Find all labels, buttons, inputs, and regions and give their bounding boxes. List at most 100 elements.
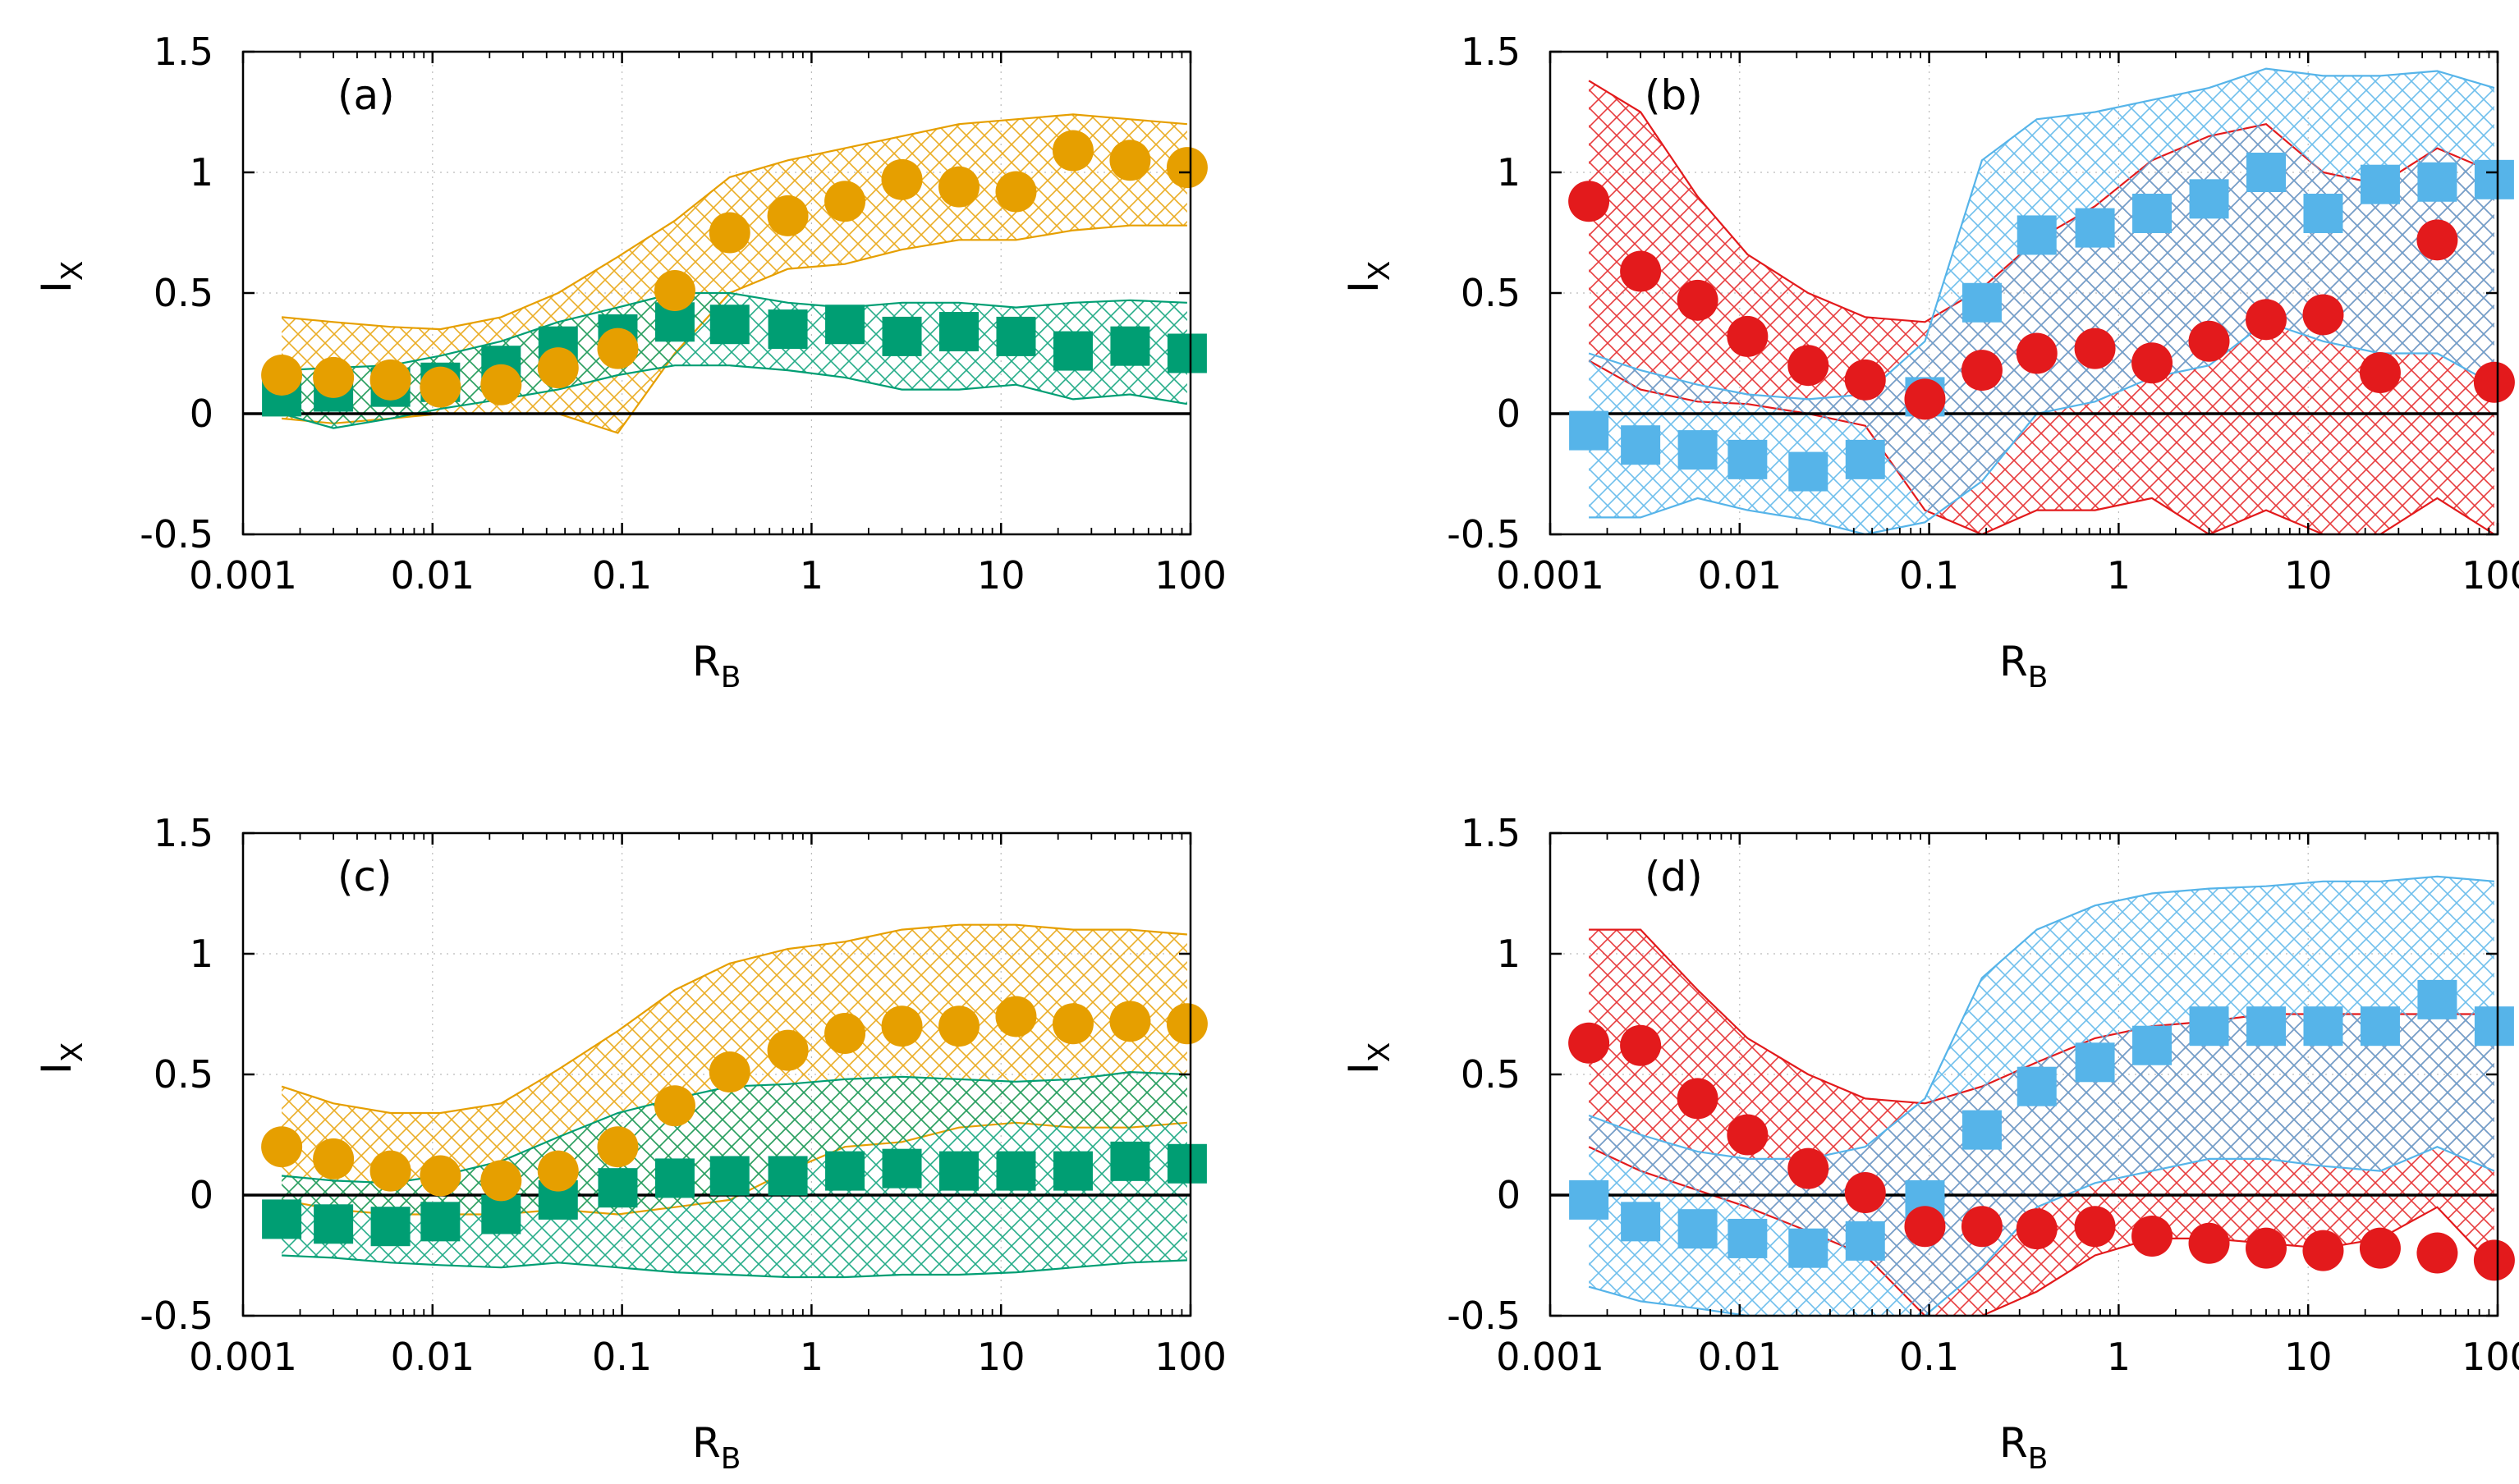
panel-a: 0.001 0.01 0.1 1 10 100 -0.5 0 0.5 1 1.5 (a) RB IX xyxy=(33,30,1227,694)
x-tick-label: 100 xyxy=(1154,1335,1227,1379)
y-tick-label: 1.5 xyxy=(154,30,213,74)
data-point-circle xyxy=(995,171,1037,213)
y-axis-label-main: I xyxy=(33,281,80,293)
data-point-square xyxy=(2189,179,2229,219)
y-axis-label: IX xyxy=(33,261,89,293)
y-tick-label: 1 xyxy=(1497,932,1521,976)
data-point-square xyxy=(825,1151,865,1191)
data-point-circle xyxy=(261,354,303,396)
data-point-circle xyxy=(2245,299,2287,341)
data-point-square xyxy=(2132,193,2173,233)
data-point-square xyxy=(768,1156,808,1196)
y-axis-label-main: I xyxy=(1340,1062,1388,1074)
data-point-circle xyxy=(2245,1227,2287,1269)
x-axis-label-main: R xyxy=(692,1419,721,1467)
data-point-circle xyxy=(1844,359,1886,401)
data-point-square xyxy=(882,1148,922,1189)
data-point-circle xyxy=(2359,1227,2401,1269)
data-point-square xyxy=(2474,159,2514,199)
data-point-circle xyxy=(2473,1239,2515,1281)
data-point-circle xyxy=(709,1051,750,1093)
y-axis-label-sub: X xyxy=(56,1042,89,1063)
bands xyxy=(281,923,1187,1279)
data-point-circle xyxy=(824,181,866,222)
x-tick-label: 10 xyxy=(2284,553,2333,598)
data-point-circle xyxy=(881,1005,923,1047)
x-tick-label: 10 xyxy=(977,553,1025,598)
data-point-circle xyxy=(369,359,411,401)
x-tick-label: 0.1 xyxy=(592,553,652,598)
data-point-circle xyxy=(1052,1003,1094,1045)
data-point-circle xyxy=(1620,250,1662,292)
data-point-circle xyxy=(537,347,579,389)
data-point-circle xyxy=(1961,1206,2003,1248)
data-point-square xyxy=(1569,410,1609,451)
y-tick-label: 0.5 xyxy=(1461,1052,1521,1097)
data-point-square xyxy=(2189,1006,2229,1047)
y-axis-label: IX xyxy=(1340,1042,1397,1074)
x-axis-label: RB xyxy=(692,638,741,694)
data-point-circle xyxy=(2131,1215,2173,1257)
band-upper-line xyxy=(1588,67,2495,401)
y-tick-label: 1.5 xyxy=(1461,30,1521,74)
x-axis-label-sub: B xyxy=(721,661,741,694)
x-axis-label-sub: B xyxy=(2028,1442,2049,1476)
data-point-circle xyxy=(1109,1001,1151,1042)
y-tick-label: -0.5 xyxy=(1447,1294,1521,1338)
band-upper-line xyxy=(281,113,1187,331)
x-axis-label: RB xyxy=(1999,638,2048,694)
data-point-circle xyxy=(2074,1206,2116,1248)
data-point-circle xyxy=(1727,1114,1769,1156)
data-point-square xyxy=(2246,153,2286,192)
data-point-square xyxy=(996,1151,1036,1191)
data-point-square xyxy=(1728,1218,1768,1258)
data-point-square xyxy=(1621,1202,1661,1242)
data-point-square xyxy=(1167,333,1207,373)
data-point-circle xyxy=(480,1160,522,1202)
x-tick-label: 0.001 xyxy=(189,1335,297,1379)
x-tick-label: 0.001 xyxy=(1496,553,1604,598)
data-point-circle xyxy=(1787,1147,1829,1189)
y-axis-label-main: I xyxy=(33,1062,80,1074)
data-point-circle xyxy=(2416,219,2458,261)
data-point-square xyxy=(2417,979,2457,1019)
y-tick-label: 0 xyxy=(1497,1173,1521,1217)
data-point-circle xyxy=(597,327,639,369)
data-point-square xyxy=(2417,162,2457,202)
data-point-square xyxy=(1167,1143,1207,1184)
panel-b: 0.001 0.01 0.1 1 10 100 -0.5 0 0.5 1 1.5 (b) RB IX xyxy=(1340,30,2519,694)
data-point-square xyxy=(2075,208,2115,248)
data-point-circle xyxy=(1677,1078,1718,1120)
data-point-square xyxy=(1845,1221,1885,1261)
data-point-circle xyxy=(995,996,1037,1037)
data-point-circle xyxy=(313,356,355,398)
data-point-square xyxy=(314,1204,354,1244)
data-point-square xyxy=(882,316,922,356)
x-axis-label-main: R xyxy=(1999,1419,2028,1467)
data-point-circle xyxy=(2188,320,2230,362)
x-tick-label: 100 xyxy=(2462,553,2519,598)
y-tick-label: -0.5 xyxy=(140,1294,213,1338)
x-tick-label: 100 xyxy=(1154,553,1227,598)
x-tick-label: 0.1 xyxy=(1899,553,1959,598)
data-point-square xyxy=(1845,439,1885,479)
data-point-square xyxy=(654,1158,695,1198)
data-point-square xyxy=(370,1207,411,1247)
data-point-square xyxy=(2017,1066,2057,1106)
y-tick-label: 1 xyxy=(190,932,213,976)
bands xyxy=(281,113,1188,434)
data-point-square xyxy=(1677,430,1718,470)
data-point-circle xyxy=(938,166,980,208)
data-point-circle xyxy=(1844,1172,1886,1214)
data-point-square xyxy=(2017,215,2057,255)
data-point-square xyxy=(2303,1006,2343,1047)
data-point-square xyxy=(1053,331,1093,371)
markers xyxy=(261,996,1208,1247)
data-point-circle xyxy=(824,1013,866,1055)
data-point-circle xyxy=(2074,327,2116,369)
panel-label: (c) xyxy=(337,853,392,900)
y-tick-label: 0.5 xyxy=(154,1052,213,1097)
data-point-square xyxy=(1962,1110,2002,1150)
data-point-circle xyxy=(1568,1022,1610,1064)
